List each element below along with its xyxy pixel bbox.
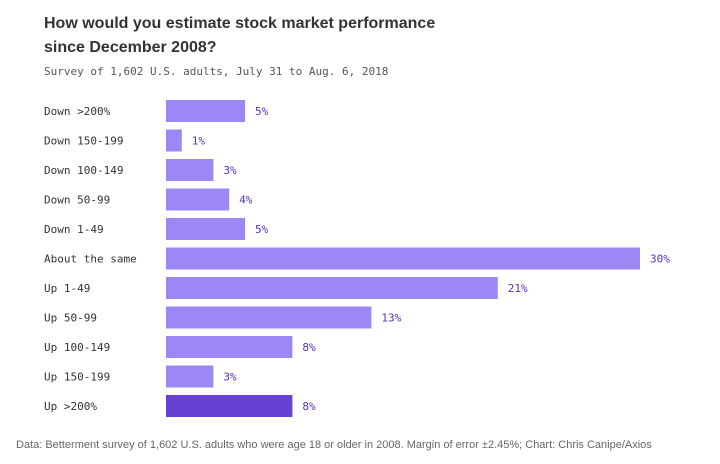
chart-title: How would you estimate stock market perf…: [44, 15, 436, 56]
bar-up-100-149: [166, 336, 293, 358]
bar-down-150-199: [166, 129, 182, 152]
bar-up-150-199: [166, 365, 214, 388]
bar-down-50-99: [166, 188, 230, 211]
category-label-down-150-199: Down 150-199: [44, 135, 123, 148]
bar-down-200: [166, 100, 245, 122]
bar-down-100-149: [166, 159, 214, 181]
value-label-down-100-149: 3%: [223, 164, 237, 177]
category-label-up-50-99: Up 50-99: [44, 312, 97, 325]
category-label-up-1-49: Up 1-49: [44, 282, 90, 295]
bar-about-the-same: [166, 247, 640, 270]
bar-up-1-49: [166, 277, 498, 299]
bar-up-50-99: [166, 306, 372, 329]
category-label-up-150-199: Up 150-199: [44, 371, 110, 384]
value-label-down-1-49: 5%: [255, 223, 269, 236]
value-label-down-50-99: 4%: [239, 194, 253, 207]
value-label-up-200: 8%: [302, 400, 316, 413]
category-label-up-200: Up >200%: [44, 400, 97, 413]
category-label-about-the-same: About the same: [44, 253, 137, 266]
category-label-down-100-149: Down 100-149: [44, 164, 123, 177]
value-label-up-100-149: 8%: [302, 341, 316, 354]
value-label-up-150-199: 3%: [223, 371, 237, 384]
category-label-down-200: Down >200%: [44, 105, 111, 118]
value-label-about-the-same: 30%: [650, 253, 670, 266]
value-label-down-200: 5%: [255, 105, 269, 118]
value-label-up-50-99: 13%: [381, 312, 401, 325]
value-label-down-150-199: 1%: [192, 135, 206, 148]
chart-subtitle: Survey of 1,602 U.S. adults, July 31 to …: [44, 65, 389, 78]
chart-footer-source: Data: Betterment survey of 1,602 U.S. ad…: [16, 439, 652, 451]
category-label-up-100-149: Up 100-149: [44, 341, 110, 354]
bar-up-200: [166, 395, 293, 417]
bar-down-1-49: [166, 218, 245, 240]
category-label-down-1-49: Down 1-49: [44, 223, 104, 236]
category-label-down-50-99: Down 50-99: [44, 194, 110, 207]
value-label-up-1-49: 21%: [508, 282, 528, 295]
